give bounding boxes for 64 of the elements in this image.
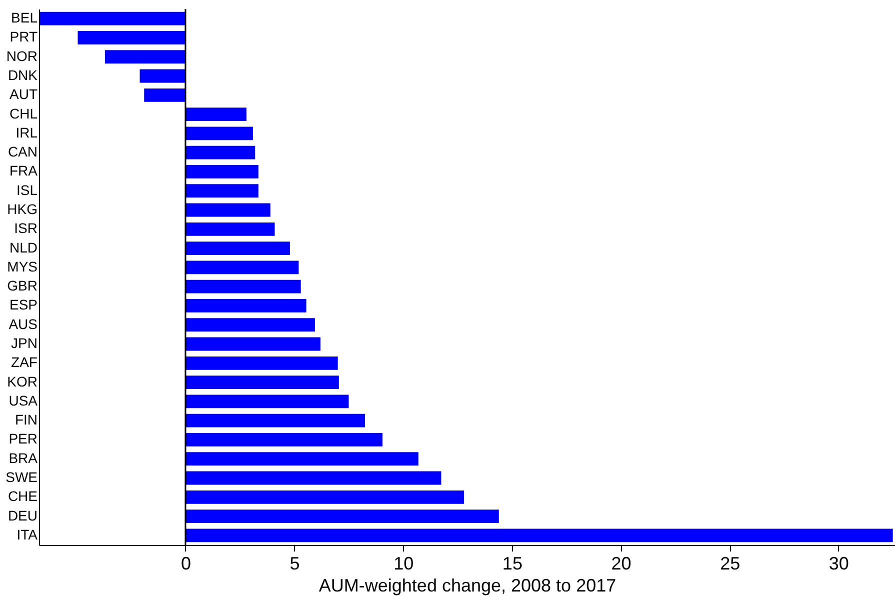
bar [185,337,320,351]
bar [185,318,315,332]
bar [140,69,186,83]
bar [78,31,186,44]
x-tick-label: 25 [720,554,740,574]
y-tick-label: IRL [16,124,38,140]
bar [144,88,186,102]
y-tick-label: ISR [14,220,38,236]
y-tick-label: USA [8,392,38,408]
x-axis-title: AUM-weighted change, 2008 to 2017 [318,576,616,596]
bar [185,299,306,312]
x-tick-label: 30 [828,554,849,574]
bar [185,471,442,485]
y-tick-label: DEU [8,507,38,524]
x-tick-label: 20 [611,554,632,574]
y-tick-label: NOR [6,48,38,64]
y-tick-label: FRA [10,162,38,179]
y-tick-label: HKG [7,201,38,217]
bar [185,165,258,178]
y-tick-label: FIN [14,412,38,428]
bar [185,203,270,217]
bar [185,280,301,294]
y-tick-label: ZAF [11,354,38,370]
bar [185,108,246,121]
x-tick-label: 5 [290,554,300,574]
bar [185,356,338,370]
bar [185,510,499,523]
bar [185,242,290,255]
bar [185,394,349,408]
y-tick-label: BEL [11,10,38,26]
y-tick-label: KOR [7,373,38,390]
x-tick-label: 0 [180,554,191,574]
y-tick-label: SWE [6,469,38,485]
y-tick-label: JPN [11,335,38,351]
bar [185,222,275,236]
bar [185,414,366,428]
y-tick-label: ISL [16,182,38,198]
bar [40,12,186,26]
y-tick-label: NLD [9,239,38,256]
bar [104,50,186,64]
bar [185,260,299,274]
bar [185,433,382,446]
bar [185,452,418,466]
y-tick-label: DNK [8,67,38,83]
y-tick-label: CHE [8,488,38,504]
y-tick-label: CHL [9,105,38,122]
y-tick-label: MYS [7,258,38,274]
y-tick-label: BRA [8,450,38,466]
y-tick-label: PRT [10,28,38,45]
bar [185,184,258,198]
bar [185,528,893,542]
bar [185,376,339,389]
y-tick-label: ESP [9,296,38,313]
bar [185,126,253,140]
bar [185,490,464,504]
x-tick-label: 15 [502,554,522,574]
y-tick-label: GBR [7,278,38,294]
y-tick-label: ITA [16,526,38,542]
y-tick-label: AUT [10,86,38,102]
y-tick-label: CAN [8,144,38,160]
x-tick-label: 10 [394,554,414,574]
y-tick-label: PER [8,430,38,447]
y-tick-label: AUS [8,316,38,332]
bar [185,146,256,160]
